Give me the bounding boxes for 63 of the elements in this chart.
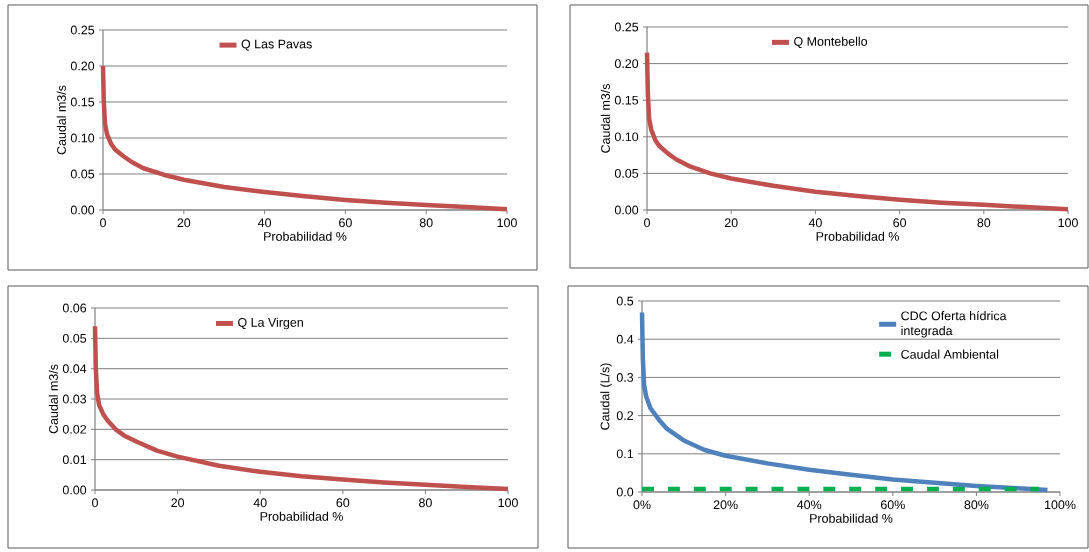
x-tick-label: 0 [92, 498, 98, 508]
x-axis-title: Probabilidad % [816, 231, 899, 241]
x-tick-label: 60 [893, 218, 907, 228]
x-tick-label: 60% [880, 500, 905, 510]
y-tick-label: 0.06 [62, 303, 87, 313]
legend-label: Q Montebello [794, 36, 868, 49]
y-tick-label: 0.0 [616, 487, 634, 497]
y-axis-title: Caudal (L/s) [600, 363, 612, 430]
legend-label: Q Las Pavas [241, 39, 312, 51]
y-tick-label: 0.00 [614, 205, 639, 215]
x-tick-label: 40 [257, 218, 272, 228]
y-tick-label: 0.00 [70, 205, 95, 215]
x-axis-title: Probabilidad % [260, 511, 343, 521]
y-tick-label: 0.20 [614, 59, 639, 69]
y-tick-label: 0.5 [616, 296, 634, 306]
x-tick-label: 40% [797, 500, 822, 510]
y-tick-label: 0.10 [70, 133, 95, 143]
y-tick-label: 0.4 [616, 334, 634, 344]
y-tick-label: 0.04 [62, 364, 87, 374]
legend-label: CDC Oferta hídrica integrada [901, 310, 1007, 338]
legend-label: Q La Virgen [238, 317, 303, 330]
y-axis-title: Caudal m3/s [48, 364, 58, 434]
y-tick-label: 0.15 [70, 97, 95, 107]
y-tick-label: 0.10 [614, 132, 639, 142]
x-tick-label: 80 [419, 498, 432, 508]
y-tick-label: 0.15 [614, 95, 639, 105]
x-tick-label: 100% [1045, 500, 1076, 510]
y-tick-label: 0.05 [62, 333, 87, 343]
x-tick-label: 80 [977, 218, 991, 228]
x-tick-label: 60 [336, 498, 350, 508]
x-tick-label: 40 [808, 218, 822, 228]
y-tick-label: 0.20 [70, 61, 95, 71]
x-tick-label: 0% [633, 500, 651, 510]
y-tick-label: 0.00 [62, 485, 87, 495]
x-tick-label: 80% [964, 500, 989, 510]
y-tick-label: 0.05 [70, 169, 95, 179]
x-tick-label: 80 [419, 218, 433, 228]
x-tick-label: 0 [644, 218, 650, 228]
x-tick-label: 40 [253, 498, 267, 508]
y-tick-label: 0.25 [614, 22, 639, 32]
y-tick-label: 0.2 [616, 411, 634, 421]
x-tick-label: 20% [713, 500, 738, 510]
x-tick-label: 60 [339, 218, 352, 228]
x-tick-label: 0 [100, 218, 106, 228]
y-tick-label: 0.02 [62, 424, 87, 434]
y-tick-label: 0.01 [62, 455, 87, 465]
x-tick-label: 20 [171, 498, 185, 508]
legend-label: Caudal Ambiental [901, 349, 999, 359]
y-axis-title: Caudal m3/s [56, 85, 66, 155]
y-axis-title: Caudal m3/s [600, 84, 610, 153]
y-tick-label: 0.3 [616, 373, 634, 382]
x-tick-label: 100 [1058, 218, 1078, 228]
y-tick-label: 0.03 [62, 394, 87, 404]
y-tick-label: 0.05 [614, 169, 639, 178]
x-tick-label: 100 [497, 218, 517, 228]
x-tick-label: 20 [177, 218, 191, 228]
y-tick-label: 0.1 [616, 449, 634, 459]
line-series [639, 310, 1050, 493]
x-tick-label: 20 [724, 218, 738, 228]
x-axis-title: Probabilidad % [264, 231, 347, 241]
y-tick-label: 0.25 [70, 25, 95, 35]
x-axis-title: Probabilidad % [810, 513, 893, 523]
x-tick-label: 100 [498, 498, 518, 508]
